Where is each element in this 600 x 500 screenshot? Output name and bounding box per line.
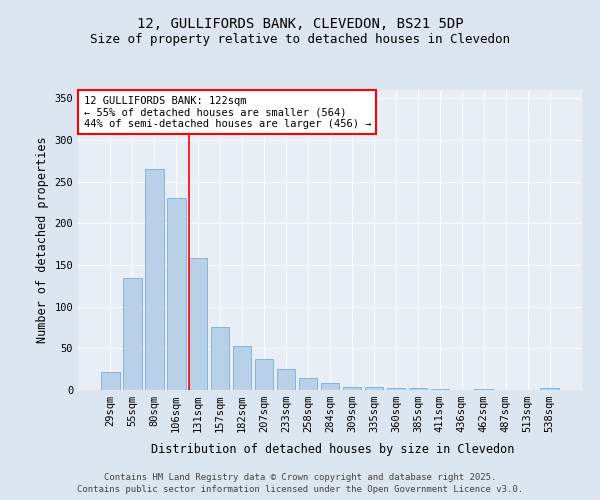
Bar: [189, 258, 208, 390]
Bar: [101, 372, 119, 390]
Bar: [123, 278, 142, 390]
Bar: [233, 346, 251, 390]
Bar: [365, 386, 383, 390]
Text: Size of property relative to detached houses in Clevedon: Size of property relative to detached ho…: [90, 32, 510, 46]
Bar: [475, 389, 493, 390]
Bar: [541, 388, 559, 390]
Bar: [255, 359, 274, 390]
Bar: [299, 378, 317, 390]
Text: 12, GULLIFORDS BANK, CLEVEDON, BS21 5DP: 12, GULLIFORDS BANK, CLEVEDON, BS21 5DP: [137, 18, 463, 32]
Bar: [409, 388, 427, 390]
Text: 12 GULLIFORDS BANK: 122sqm
← 55% of detached houses are smaller (564)
44% of sem: 12 GULLIFORDS BANK: 122sqm ← 55% of deta…: [83, 96, 371, 129]
Text: Distribution of detached houses by size in Clevedon: Distribution of detached houses by size …: [151, 442, 515, 456]
Bar: [277, 369, 295, 390]
Bar: [431, 389, 449, 390]
Bar: [320, 382, 340, 390]
Bar: [167, 198, 185, 390]
Text: Contains public sector information licensed under the Open Government Licence v3: Contains public sector information licen…: [77, 485, 523, 494]
Bar: [211, 326, 229, 390]
Bar: [145, 169, 164, 390]
Y-axis label: Number of detached properties: Number of detached properties: [36, 136, 49, 344]
Bar: [386, 388, 405, 390]
Bar: [343, 386, 361, 390]
Text: Contains HM Land Registry data © Crown copyright and database right 2025.: Contains HM Land Registry data © Crown c…: [104, 472, 496, 482]
